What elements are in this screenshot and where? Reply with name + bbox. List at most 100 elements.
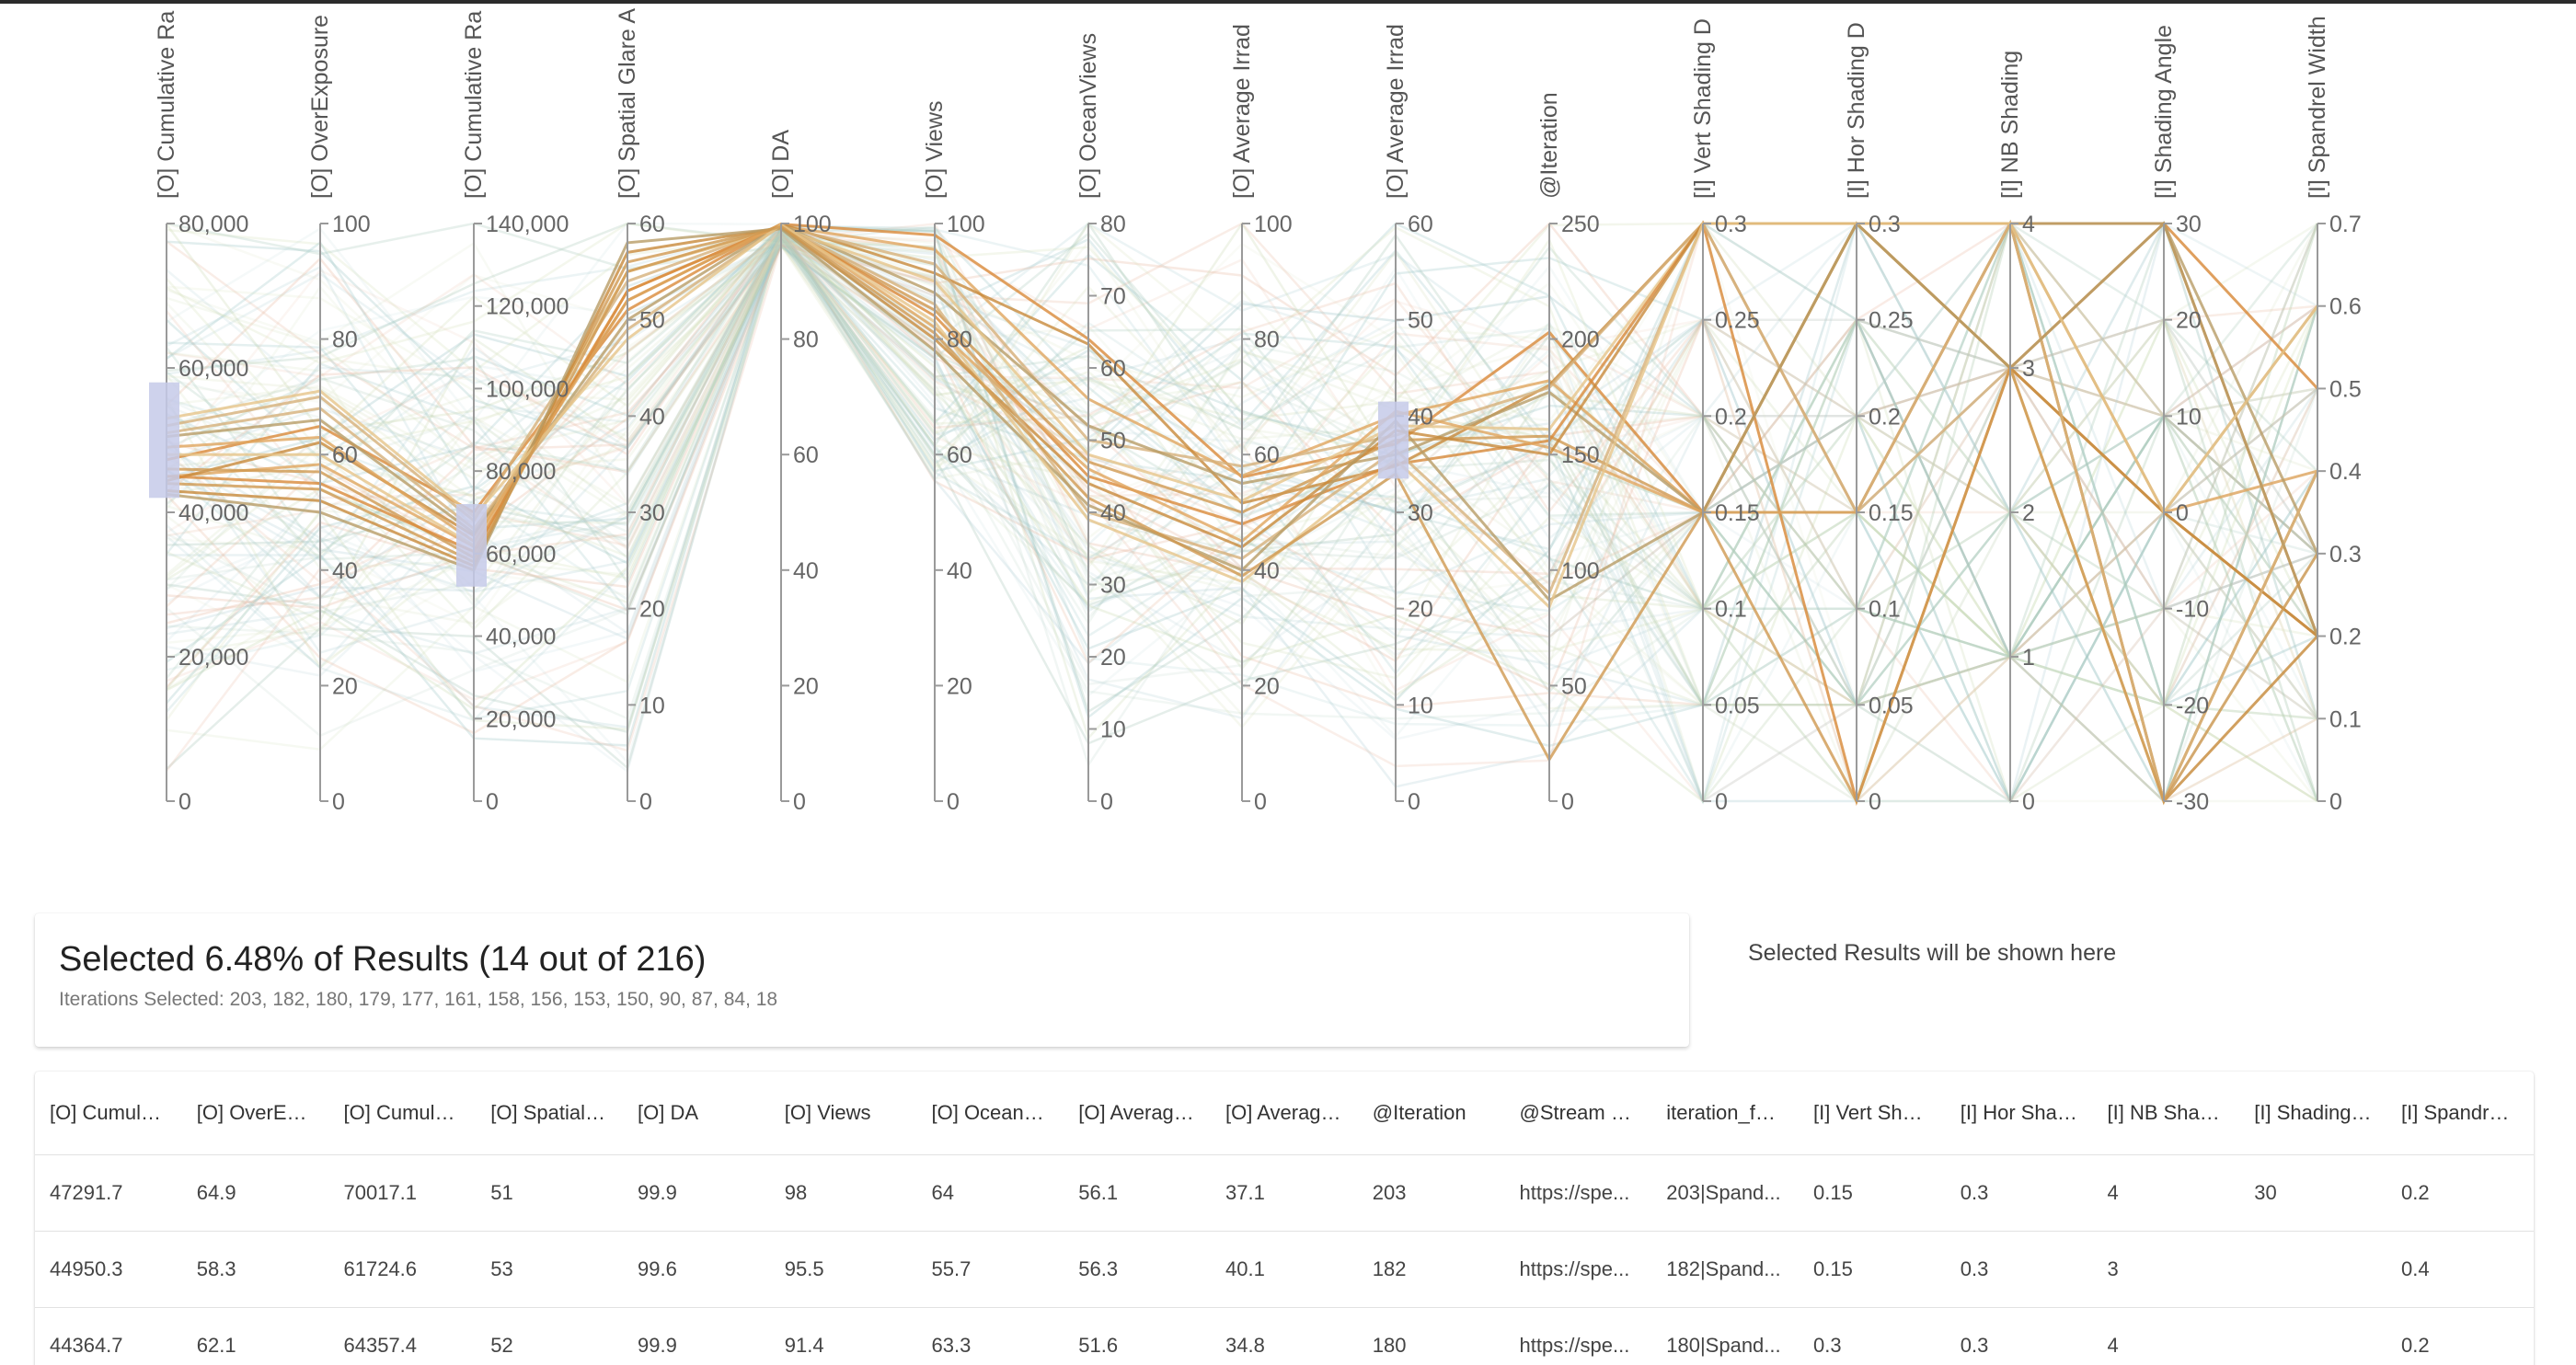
tick-label: 20,000	[178, 645, 248, 671]
results-table[interactable]: [O] Cumulati... [O] OverExp... [O] Cumulat…	[35, 1072, 2534, 1365]
axis-title[interactable]: [O] Cumulative Ra	[461, 11, 487, 199]
table-cell: 203|Spand...	[1651, 1154, 1799, 1232]
table-cell: 0.2	[2386, 1154, 2534, 1232]
tick-label: 30	[2176, 212, 2202, 237]
axis-title[interactable]: [O] DA	[768, 130, 794, 199]
tick-label: 0	[793, 789, 806, 815]
table-cell: 44364.7	[35, 1307, 182, 1365]
table-cell: 56.3	[1064, 1231, 1211, 1308]
table-cell: 47291.7	[35, 1154, 182, 1232]
tick-label: 30	[639, 500, 665, 526]
axis-brush[interactable]	[456, 504, 487, 587]
tick-label: 0.4	[2329, 459, 2362, 485]
table-row[interactable]: 44950.3 58.3 61724.6 53 99.6 95.5 55.7 56.3 40.1…	[35, 1231, 2534, 1308]
table-cell: 40.1	[1211, 1231, 1358, 1308]
table-row[interactable]: 44364.7 62.1 64357.4 52 99.9 91.4 63.3 51.6 34.8…	[35, 1307, 2534, 1365]
column-header[interactable]: [I] Shading A...	[2239, 1072, 2386, 1155]
table-cell: 91.4	[769, 1307, 917, 1365]
table-cell: 64357.4	[328, 1307, 477, 1365]
tick-label: 20,000	[486, 706, 556, 732]
tick-label: 50	[639, 308, 665, 334]
table-row[interactable]: 47291.7 64.9 70017.1 51 99.9 98 64 56.1 37.1 203 h…	[35, 1154, 2534, 1232]
table-cell: 61724.6	[328, 1231, 477, 1308]
column-header[interactable]: [I] NB Shading	[2092, 1072, 2240, 1155]
tick-label: 60	[1254, 442, 1280, 468]
tick-label: 40	[947, 558, 972, 584]
tick-label: 2	[2022, 500, 2035, 526]
tick-label: 0	[1715, 789, 1728, 815]
tick-label: 0.6	[2329, 294, 2362, 320]
tick-label: 1	[2022, 645, 2035, 671]
tick-label: 50	[1408, 308, 1433, 334]
table-cell: 53	[476, 1231, 623, 1308]
table-cell: 182|Spand...	[1651, 1231, 1799, 1308]
column-header[interactable]: iteration_full...	[1651, 1072, 1799, 1155]
tick-label: 0	[1100, 789, 1113, 815]
column-header[interactable]: [O] Average I...	[1211, 1072, 1358, 1155]
tick-label: -20	[2176, 693, 2209, 718]
table-cell: 63.3	[916, 1307, 1064, 1365]
tick-label: 80	[793, 327, 819, 353]
axis-title[interactable]: [O] Cumulative Ra	[154, 11, 179, 199]
table-cell: 34.8	[1211, 1307, 1358, 1365]
column-header[interactable]: [O] OverExp...	[181, 1072, 329, 1155]
tick-label: 60	[332, 442, 358, 468]
tick-label: 20	[1100, 645, 1126, 671]
table-header-row: [O] Cumulati... [O] OverExp... [O] Cumulat…	[35, 1072, 2534, 1155]
axis-title[interactable]: [O] Average Irrad	[1383, 24, 1409, 199]
column-header[interactable]: @Iteration	[1357, 1072, 1505, 1155]
parallel-coordinates-chart[interactable]: 0 20,000 40,000 60,000 80,000 [O] Cumulative …	[0, 0, 2576, 883]
tick-label: 60	[793, 442, 819, 468]
table-cell: 64.9	[181, 1154, 329, 1232]
axis-title[interactable]: [I] Hor Shading D	[1844, 22, 1869, 199]
axis-title[interactable]: [I] Vert Shading D	[1690, 18, 1716, 199]
tick-label: 0	[2176, 500, 2189, 526]
tick-label: 80,000	[486, 459, 556, 485]
tick-label: 60,000	[178, 356, 248, 382]
axis-title[interactable]: [I] Shading Angle	[2151, 25, 2177, 199]
axis-brush[interactable]	[149, 382, 179, 499]
column-header[interactable]: [O] Spatial G...	[476, 1072, 623, 1155]
tick-label: 0	[1869, 789, 1881, 815]
axis-title[interactable]: [O] Average Irrad	[1229, 24, 1255, 199]
tick-label: 20	[2176, 308, 2202, 334]
axis-title[interactable]: @Iteration	[1536, 92, 1562, 199]
axis-brush[interactable]	[1378, 401, 1409, 479]
column-header[interactable]: [O] OceanVi...	[916, 1072, 1064, 1155]
column-header[interactable]: [I] Spandrel ...	[2386, 1072, 2534, 1155]
tick-label: 80	[332, 327, 358, 353]
axis-title[interactable]: [O] OceanViews	[1075, 33, 1101, 199]
table-cell: 98	[769, 1154, 917, 1232]
column-header[interactable]: [O] Views	[769, 1072, 917, 1155]
column-header[interactable]: [I] Hor Shadi...	[1945, 1072, 2093, 1155]
iterations-selected-text: Iterations Selected: 203, 182, 180, 179,…	[59, 988, 778, 1010]
column-header[interactable]: [O] Cumulati...	[35, 1072, 182, 1155]
tick-label: 100,000	[486, 376, 569, 402]
column-header[interactable]: [O] DA	[623, 1072, 770, 1155]
column-header[interactable]: [O] Average I...	[1064, 1072, 1211, 1155]
table-cell: 4	[2092, 1154, 2240, 1232]
tick-label: 0	[2022, 789, 2035, 815]
column-header[interactable]: [I] Vert Shadi...	[1799, 1072, 1946, 1155]
axis-title[interactable]: [O] Views	[922, 100, 948, 199]
table-cell: 99.9	[623, 1307, 770, 1365]
column-header[interactable]: [O] Cumulati...	[328, 1072, 477, 1155]
tick-label: 0	[1408, 789, 1420, 815]
tick-label: 20	[1408, 597, 1433, 623]
table-cell: 30	[2239, 1154, 2386, 1232]
tick-label: 40	[793, 558, 819, 584]
axis-title[interactable]: [I] NB Shading	[1997, 51, 2023, 199]
tick-label: 0.05	[1715, 693, 1760, 718]
tick-label: 0	[947, 789, 960, 815]
column-header[interactable]: @Stream Da...	[1504, 1072, 1652, 1155]
axis-title[interactable]: [O] Spatial Glare A	[615, 8, 640, 199]
tick-label: 100	[332, 212, 371, 237]
axis-title[interactable]: [I] Spandrel Width	[2305, 16, 2330, 199]
axis-title[interactable]: [O] OverExposure	[307, 15, 333, 199]
tick-label: 250	[1561, 212, 1600, 237]
tick-label: 40	[332, 558, 358, 584]
table-cell	[2239, 1307, 2386, 1365]
tick-label: 0	[2329, 789, 2342, 815]
tick-label: 3	[2022, 356, 2035, 382]
tick-label: 0	[486, 789, 499, 815]
